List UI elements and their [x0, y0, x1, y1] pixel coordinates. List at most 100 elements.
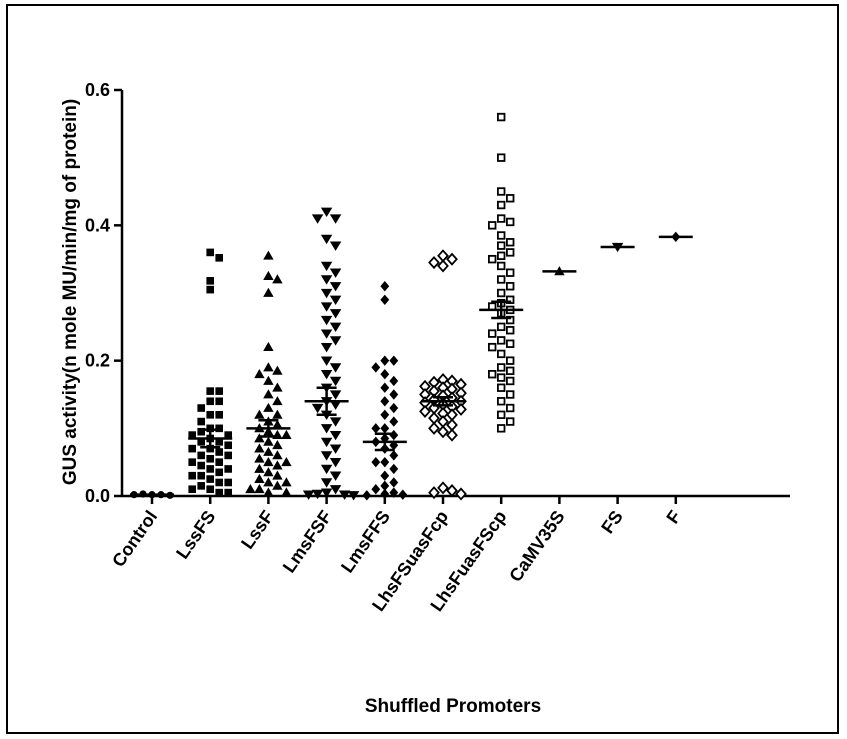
- data-point: [496, 349, 506, 359]
- data-point: [329, 390, 342, 400]
- data-point: [505, 248, 515, 257]
- data-point: [320, 356, 333, 366]
- data-point: [496, 261, 506, 271]
- data-point: [311, 489, 324, 500]
- data-point: [487, 221, 497, 230]
- data-point: [272, 382, 283, 392]
- data-point: [254, 433, 265, 443]
- data-point: [329, 430, 342, 441]
- data-point: [254, 463, 265, 473]
- data-point: [263, 456, 274, 467]
- data-point: [496, 214, 506, 223]
- x-tick-label: Control: [108, 507, 161, 571]
- data-point: [215, 458, 223, 466]
- data-point: [329, 444, 342, 454]
- data-point: [487, 329, 497, 338]
- data-point: [389, 429, 399, 441]
- data-point: [263, 436, 274, 446]
- data-point: [496, 397, 506, 406]
- data-point: [224, 478, 232, 487]
- data-point: [320, 342, 333, 353]
- data-point: [329, 295, 342, 305]
- data-point: [188, 431, 196, 439]
- data-point: [338, 490, 351, 500]
- data-point: [329, 282, 342, 292]
- data-point: [329, 336, 342, 346]
- data-point: [320, 302, 333, 312]
- data-point: [215, 478, 223, 487]
- series-lhsfuasfscp: [487, 112, 515, 433]
- data-point: [455, 402, 467, 416]
- data-point: [320, 424, 333, 434]
- data-point: [329, 322, 342, 333]
- data-point: [380, 488, 390, 500]
- data-point: [272, 470, 283, 480]
- data-point: [487, 342, 497, 352]
- data-point: [329, 417, 342, 427]
- data-point: [272, 419, 283, 429]
- data-point: [320, 275, 333, 285]
- data-point: [254, 473, 265, 483]
- data-point: [206, 475, 214, 483]
- data-point: [263, 467, 274, 477]
- data-point: [263, 446, 274, 456]
- data-point: [215, 438, 223, 446]
- data-point: [263, 487, 274, 497]
- data-point: [437, 425, 449, 439]
- data-point: [398, 489, 408, 500]
- data-point: [224, 465, 232, 473]
- data-point: [380, 281, 390, 292]
- data-point: [224, 431, 232, 439]
- data-point: [254, 484, 265, 494]
- mean-sem-bars: [130, 235, 693, 496]
- data-point: [428, 421, 440, 435]
- y-axis: 0.0 0.2 0.4 0.6: [85, 80, 124, 506]
- data-point: [380, 456, 390, 468]
- data-point: [389, 477, 399, 488]
- data-point: [455, 487, 467, 501]
- series-lmsffs: [362, 281, 408, 501]
- data-point: [206, 397, 214, 406]
- data-point: [329, 241, 342, 251]
- data-point: [380, 382, 390, 393]
- data-point: [496, 187, 506, 196]
- data-point: [272, 396, 283, 406]
- data-point: [380, 369, 390, 380]
- data-point: [320, 234, 333, 245]
- y-axis-title: GUS activity(n mole MU/min/mg of protein…: [60, 99, 81, 485]
- data-point: [254, 443, 265, 453]
- data-point: [263, 389, 274, 399]
- data-point: [329, 363, 342, 373]
- data-point: [272, 460, 283, 470]
- data-point: [320, 488, 333, 498]
- data-point: [389, 487, 399, 498]
- data-point: [197, 427, 205, 436]
- data-point: [496, 241, 506, 250]
- data-point: [371, 423, 381, 434]
- data-point: [505, 376, 515, 386]
- data-point: [389, 355, 399, 366]
- data-point: [371, 456, 381, 468]
- data-point: [380, 470, 390, 481]
- data-point: [389, 416, 399, 427]
- data-point: [311, 403, 324, 414]
- data-point: [505, 268, 515, 277]
- data-point: [224, 488, 232, 497]
- data-point: [215, 424, 223, 433]
- data-point: [496, 363, 506, 372]
- data-point: [496, 153, 506, 162]
- data-point: [215, 254, 223, 262]
- data-point: [206, 485, 214, 494]
- data-point: [329, 458, 342, 468]
- data-point: [215, 411, 223, 419]
- data-point: [496, 322, 506, 332]
- data-point: [371, 362, 381, 373]
- data-point: [362, 490, 372, 501]
- data-point: [263, 375, 274, 385]
- data-point: [320, 451, 333, 461]
- data-point: [380, 409, 390, 420]
- data-point: [505, 356, 515, 365]
- data-point: [329, 309, 342, 319]
- data-point: [206, 454, 214, 463]
- data-point: [272, 274, 283, 284]
